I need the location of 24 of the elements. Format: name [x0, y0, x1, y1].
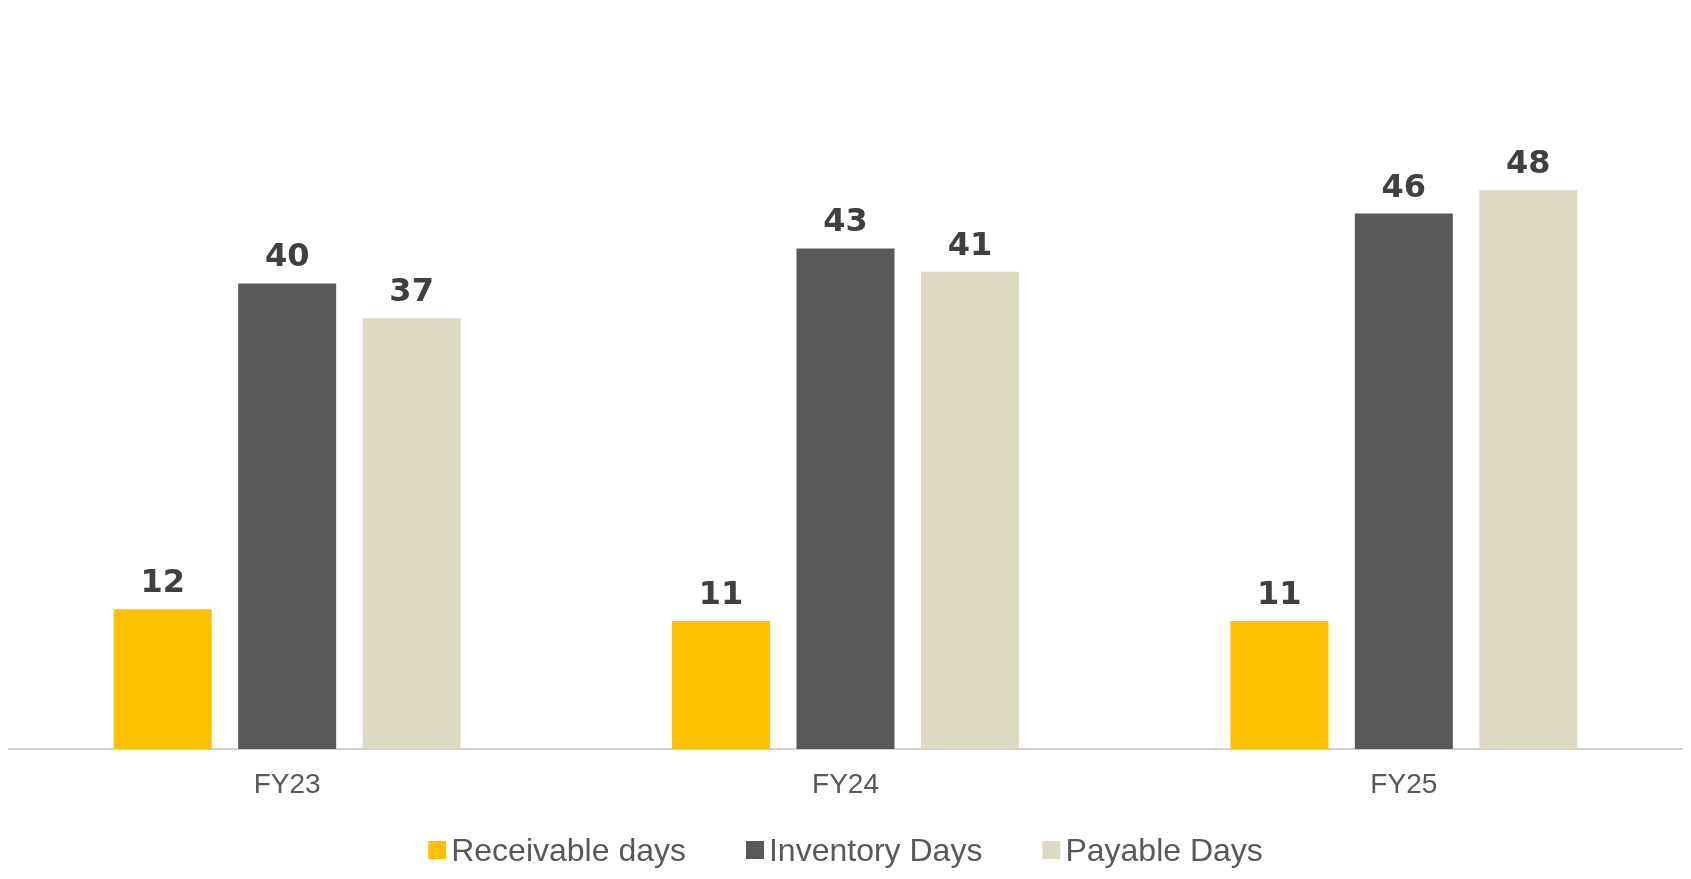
bar: [238, 283, 337, 749]
data-label: 40: [264, 236, 310, 275]
legend-label: Receivable days: [451, 832, 686, 868]
data-label: 46: [1381, 166, 1427, 205]
x-tick-label: FY24: [812, 767, 879, 799]
x-tick-label: FY23: [253, 767, 321, 799]
data-label: 48: [1506, 143, 1551, 182]
bar: [1230, 620, 1329, 749]
legend-label: Inventory Days: [768, 832, 983, 868]
bar: [672, 620, 771, 749]
data-label: 11: [698, 573, 744, 612]
bar: [920, 271, 1019, 749]
bar: [796, 248, 895, 749]
bar: [1479, 190, 1578, 749]
x-tick-label: FY25: [1370, 767, 1438, 799]
data-label: 11: [1257, 573, 1302, 612]
data-label: 43: [823, 201, 868, 240]
legend-label: Payable Days: [1065, 832, 1263, 868]
data-label: 37: [389, 271, 434, 310]
data-label: 12: [140, 562, 185, 601]
bar: [113, 609, 212, 749]
bar: [362, 318, 461, 749]
bar: [1354, 213, 1453, 749]
data-label: 41: [947, 224, 993, 263]
